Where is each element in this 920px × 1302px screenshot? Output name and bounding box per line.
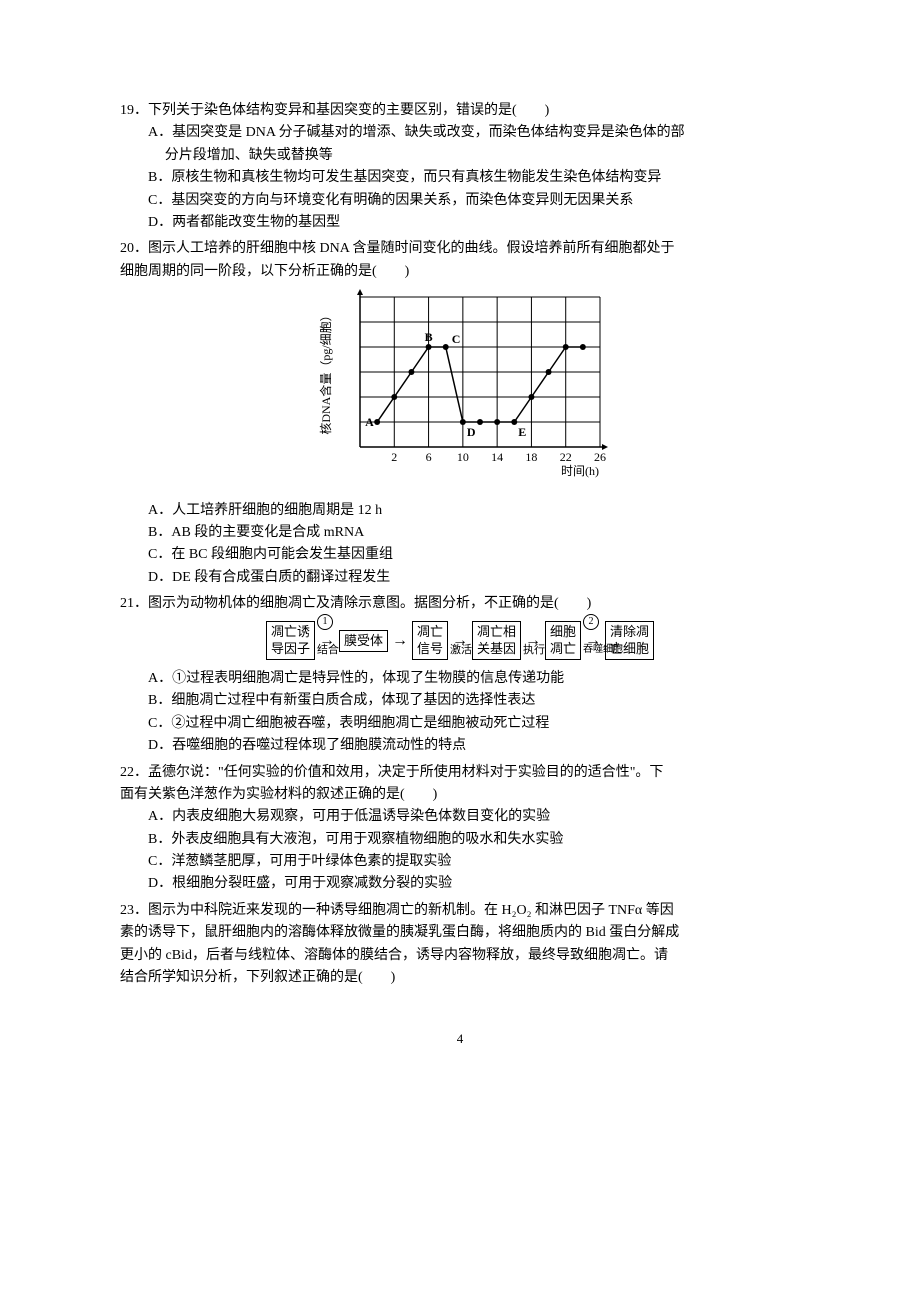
q21-flow-diagram: 凋亡诱导因子 1 → 结合 膜受体 → 凋亡信号 → 激活 凋亡相关基因 → 执…	[120, 621, 800, 660]
q19-option-a-line1: A．基因突变是 DNA 分子碱基对的增添、缺失或改变，而染色体结构变异是染色体的…	[137, 122, 800, 144]
q19-option-d: D．两者都能改变生物的基因型	[137, 212, 800, 234]
q20-chart-wrap: 261014182226时间(h)核DNA含量（pg/细胞）ABCDE	[120, 287, 800, 495]
q23-number: 23．	[120, 903, 148, 918]
svg-text:22: 22	[560, 450, 572, 464]
q23-stem-line4: 结合所学知识分析，下列叙述正确的是( )	[120, 967, 800, 989]
q20-dna-chart: 261014182226时间(h)核DNA含量（pg/细胞）ABCDE	[310, 287, 610, 487]
q21-stem: 21．图示为动物机体的细胞凋亡及清除示意图。据图分析，不正确的是( )	[120, 593, 800, 615]
q19-stem-text: 下列关于染色体结构变异和基因突变的主要区别，错误的是( )	[148, 103, 549, 118]
flow-circ-1: 1	[317, 614, 333, 632]
svg-text:E: E	[518, 425, 526, 439]
flow-node-inducer: 凋亡诱导因子	[266, 621, 315, 660]
svg-text:6: 6	[426, 450, 432, 464]
flow-node-apoptosis: 细胞凋亡	[545, 621, 581, 660]
svg-text:2: 2	[391, 450, 397, 464]
flow-arrow-5: 2 → 吞噬细胞	[583, 628, 603, 654]
question-23: 23．图示为中科院近来发现的一种诱导细胞凋亡的新机制。在 H₂O₂ 和淋巴因子 …	[120, 900, 800, 990]
svg-text:10: 10	[457, 450, 469, 464]
q21-option-d: D．吞噬细胞的吞噬过程体现了细胞膜流动性的特点	[137, 735, 800, 757]
q20-option-d: D．DE 段有合成蛋白质的翻译过程发生	[137, 567, 800, 589]
q20-option-c: C．在 BC 段细胞内可能会发生基因重组	[137, 544, 800, 566]
q20-option-b: B．AB 段的主要变化是合成 mRNA	[137, 522, 800, 544]
q23-stem-line1: 23．图示为中科院近来发现的一种诱导细胞凋亡的新机制。在 H₂O₂ 和淋巴因子 …	[120, 900, 800, 922]
flow-label-execute: 执行	[523, 642, 545, 660]
flow-arrow-4: → 执行	[523, 628, 543, 654]
flow-label-activate: 激活	[450, 642, 472, 660]
flow-arrow-2: →	[390, 628, 410, 654]
page-number: 4	[120, 1029, 800, 1050]
q22-number: 22．	[120, 765, 148, 780]
q21-number: 21．	[120, 596, 148, 611]
q21-option-c: C．②过程中凋亡细胞被吞噬，表明细胞凋亡是细胞被动死亡过程	[137, 713, 800, 735]
q19-option-b: B．原核生物和真核生物均可发生基因突变，而只有真核生物能发生染色体结构变异	[137, 167, 800, 189]
q20-stem1-text: 图示人工培养的肝细胞中核 DNA 含量随时间变化的曲线。假设培养前所有细胞都处于	[148, 241, 675, 256]
q22-option-d: D．根细胞分裂旺盛，可用于观察减数分裂的实验	[137, 873, 800, 895]
svg-text:核DNA含量（pg/细胞）: 核DNA含量（pg/细胞）	[318, 309, 333, 434]
q19-option-a-line2: 分片段增加、缺失或替换等	[120, 145, 800, 167]
svg-text:14: 14	[491, 450, 503, 464]
question-20: 20．图示人工培养的肝细胞中核 DNA 含量随时间变化的曲线。假设培养前所有细胞…	[120, 238, 800, 589]
q22-stem-line1: 22．孟德尔说："任何实验的价值和效用，决定于所使用材料对于实验目的的适合性"。…	[120, 762, 800, 784]
q22-stem1-text: 孟德尔说："任何实验的价值和效用，决定于所使用材料对于实验目的的适合性"。下	[148, 765, 663, 780]
flow-node-signal: 凋亡信号	[412, 621, 448, 660]
svg-text:C: C	[452, 332, 461, 346]
q23-stem-line3: 更小的 cBid，后者与线粒体、溶酶体的膜结合，诱导内容物释放，最终导致细胞凋亡…	[120, 945, 800, 967]
q21-stem-text: 图示为动物机体的细胞凋亡及清除示意图。据图分析，不正确的是( )	[148, 596, 591, 611]
q20-number: 20．	[120, 241, 148, 256]
q22-option-c: C．洋葱鳞茎肥厚，可用于叶绿体色素的提取实验	[137, 851, 800, 873]
flow-label-phagocyte: 吞噬细胞	[583, 642, 623, 658]
svg-text:D: D	[467, 425, 476, 439]
svg-text:A: A	[365, 415, 374, 429]
q19-number: 19．	[120, 103, 148, 118]
svg-text:18: 18	[525, 450, 537, 464]
question-22: 22．孟德尔说："任何实验的价值和效用，决定于所使用材料对于实验目的的适合性"。…	[120, 762, 800, 896]
flow-label-bind: 结合	[317, 642, 339, 660]
q22-option-a: A．内表皮细胞大易观察，可用于低温诱导染色体数目变化的实验	[137, 806, 800, 828]
svg-text:时间(h): 时间(h)	[561, 464, 599, 478]
question-21: 21．图示为动物机体的细胞凋亡及清除示意图。据图分析，不正确的是( ) 凋亡诱导…	[120, 593, 800, 757]
flow-arrow-1: 1 → 结合	[317, 628, 337, 654]
q21-option-a: A．①过程表明细胞凋亡是特异性的，体现了生物膜的信息传递功能	[137, 668, 800, 690]
q19-stem: 19．下列关于染色体结构变异和基因突变的主要区别，错误的是( )	[120, 100, 800, 122]
q19-option-c: C．基因突变的方向与环境变化有明确的因果关系，而染色体变异则无因果关系	[137, 190, 800, 212]
flow-node-receptor: 膜受体	[339, 630, 388, 652]
svg-text:B: B	[425, 330, 433, 344]
question-19: 19．下列关于染色体结构变异和基因突变的主要区别，错误的是( ) A．基因突变是…	[120, 100, 800, 234]
flow-node-gene: 凋亡相关基因	[472, 621, 521, 660]
svg-text:26: 26	[594, 450, 606, 464]
q22-option-b: B．外表皮细胞具有大液泡，可用于观察植物细胞的吸水和失水实验	[137, 829, 800, 851]
flow-arrow-3: → 激活	[450, 628, 470, 654]
q20-stem-line2: 细胞周期的同一阶段，以下分析正确的是( )	[120, 261, 800, 283]
q23-stem1-text: 图示为中科院近来发现的一种诱导细胞凋亡的新机制。在 H₂O₂ 和淋巴因子 TNF…	[148, 903, 674, 918]
q21-option-b: B．细胞凋亡过程中有新蛋白质合成，体现了基因的选择性表达	[137, 690, 800, 712]
q20-stem-line1: 20．图示人工培养的肝细胞中核 DNA 含量随时间变化的曲线。假设培养前所有细胞…	[120, 238, 800, 260]
flow-circ-2: 2	[583, 614, 599, 632]
q23-stem-line2: 素的诱导下，鼠肝细胞内的溶酶体释放微量的胰凝乳蛋白酶，将细胞质内的 Bid 蛋白…	[120, 922, 800, 944]
q20-option-a: A．人工培养肝细胞的细胞周期是 12 h	[137, 500, 800, 522]
q22-stem-line2: 面有关紫色洋葱作为实验材料的叙述正确的是( )	[120, 784, 800, 806]
